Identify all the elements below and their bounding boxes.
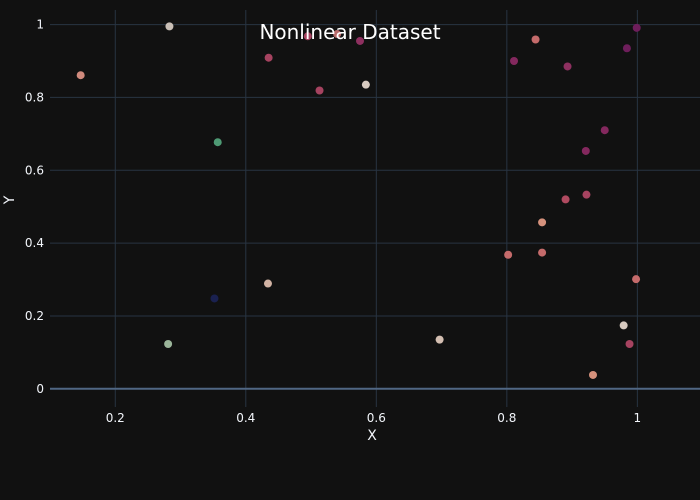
data-point[interactable] xyxy=(582,190,591,199)
data-point[interactable] xyxy=(315,86,324,95)
y-tick-label: 1 xyxy=(36,18,44,32)
y-tick-label: 0 xyxy=(36,382,44,396)
data-point[interactable] xyxy=(622,44,631,53)
x-tick-label: 0.4 xyxy=(236,411,255,425)
data-point[interactable] xyxy=(164,339,173,348)
data-point[interactable] xyxy=(435,335,444,344)
data-point[interactable] xyxy=(361,80,370,89)
data-point[interactable] xyxy=(531,35,540,44)
data-point[interactable] xyxy=(165,22,174,31)
data-point[interactable] xyxy=(561,195,570,204)
data-point[interactable] xyxy=(538,248,547,257)
data-point[interactable] xyxy=(581,146,590,155)
data-point[interactable] xyxy=(264,53,273,62)
data-point[interactable] xyxy=(510,56,519,65)
y-tick-label: 0.4 xyxy=(25,236,44,250)
y-tick-label: 0.2 xyxy=(25,309,44,323)
data-point[interactable] xyxy=(632,275,641,284)
grid-layer xyxy=(50,10,700,407)
data-point[interactable] xyxy=(632,23,641,32)
data-point[interactable] xyxy=(213,138,222,147)
chart-title: Nonlinear Dataset xyxy=(259,20,440,44)
data-point[interactable] xyxy=(588,370,597,379)
data-point[interactable] xyxy=(263,279,272,288)
y-tick-label: 0.6 xyxy=(25,163,44,177)
data-points-layer xyxy=(76,22,641,379)
data-point[interactable] xyxy=(210,294,219,303)
x-tick-label: 0.8 xyxy=(497,411,516,425)
y-tick-labels: 0 0.2 0.4 0.6 0.8 1 xyxy=(25,18,44,396)
data-point[interactable] xyxy=(333,30,342,39)
data-point[interactable] xyxy=(619,321,628,330)
data-point[interactable] xyxy=(625,339,634,348)
x-tick-label: 0.6 xyxy=(367,411,386,425)
y-axis-title: Y xyxy=(2,195,18,205)
y-tick-label: 0.8 xyxy=(25,90,44,104)
data-point[interactable] xyxy=(600,126,609,135)
x-tick-label: 0.2 xyxy=(106,411,125,425)
data-point[interactable] xyxy=(356,36,364,45)
data-point[interactable] xyxy=(504,250,513,259)
data-point[interactable] xyxy=(563,62,572,71)
x-axis-title: X xyxy=(367,428,377,444)
x-tick-label: 1 xyxy=(634,411,642,425)
data-point[interactable] xyxy=(76,71,85,80)
x-tick-labels: 0.2 0.4 0.6 0.8 1 xyxy=(106,411,641,425)
data-point[interactable] xyxy=(303,32,312,41)
data-point[interactable] xyxy=(538,218,547,227)
